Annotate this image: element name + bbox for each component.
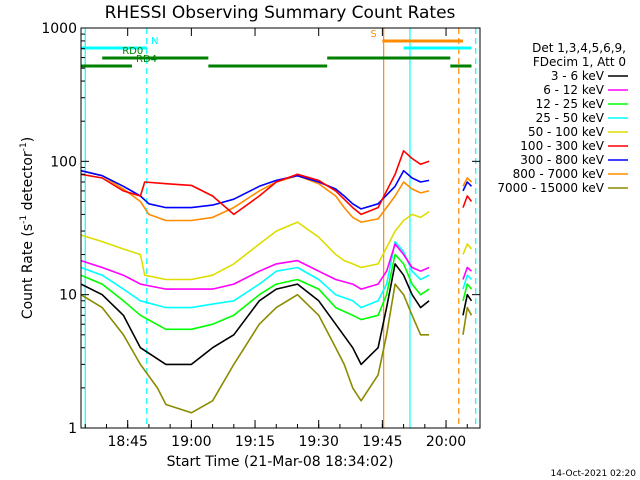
legend-label-50-100-kev: 50 - 100 keV [528, 125, 605, 139]
y-axis-label-main: Count Rate (s [20, 224, 36, 319]
series-line-6-12-kev-seg1 [81, 243, 430, 290]
legend-label-3-6-kev: 3 - 6 keV [551, 69, 605, 83]
series-line-12-25-kev-seg2 [462, 283, 473, 301]
series-line-25-50-kev-seg1 [81, 240, 430, 309]
legend-label-300-800-kev: 300 - 800 keV [520, 153, 604, 167]
x-tick-label-4: 19:30 [299, 434, 339, 450]
series-line-6-12-kev-seg2 [462, 266, 473, 280]
legend: Det 1,3,4,5,6,9, FDecim 1, Att 0 3 - 6 k… [497, 41, 628, 195]
legend-label-12-25-kev: 12 - 25 keV [536, 97, 605, 111]
y-tick-label-3: 100 [50, 154, 77, 170]
flag-label-n: N [151, 36, 158, 47]
legend-label-6-12-kev: 6 - 12 keV [543, 83, 605, 97]
series-line-100-300-kev-seg2 [462, 195, 473, 208]
chart-title: RHESSI Observing Summary Count Rates [105, 3, 456, 23]
series-line-7000-15000-kev-seg1 [81, 283, 430, 414]
flag-label-rd4: RD4 [136, 54, 157, 65]
series-line-800-7000-kev-seg2 [462, 177, 473, 187]
plot-frame [80, 27, 481, 429]
legend-label-7000-15000-kev: 7000 - 15000 keV [497, 181, 604, 195]
axes: 18:45 19:00 19:15 19:30 19:45 20:00 1 10 100 1000 [41, 21, 480, 450]
y-axis-label-mid: detector [20, 151, 36, 215]
flag-label-s: S [370, 29, 376, 40]
x-tick-label-1: 18:45 [108, 434, 148, 450]
generation-timestamp: 14-Oct-2021 02:20 [551, 469, 637, 479]
y-axis-label-sup1: -1 [19, 215, 29, 224]
series-line-7000-15000-kev-seg2 [462, 306, 473, 335]
legend-label-100-300-kev: 100 - 300 keV [520, 139, 604, 153]
series-line-3-6-kev-seg1 [81, 263, 430, 366]
x-axis-label: Start Time (21-Mar-08 18:34:02) [167, 454, 394, 470]
flag-label-rd0: RD0 [122, 46, 143, 57]
y-axis-label-sup2: -1 [19, 142, 29, 151]
series-line-300-800-kev-seg2 [462, 181, 473, 192]
y-axis-label: Count Rate (s-1 detector-1) [19, 137, 36, 319]
series-line-50-100-kev-seg1 [81, 210, 430, 281]
x-tick-label-2: 19:00 [171, 434, 211, 450]
legend-header-1: Det 1,3,4,5,6,9, [532, 41, 626, 55]
series-line-300-800-kev-seg1 [81, 169, 430, 210]
series-line-100-300-kev-seg1 [81, 150, 430, 216]
x-tick-label-3: 19:15 [235, 434, 275, 450]
legend-header-2: FDecim 1, Att 0 [533, 55, 626, 69]
y-tick-label-2: 10 [59, 288, 77, 304]
series-line-12-25-kev-seg1 [81, 253, 430, 331]
y-tick-label-1: 1 [68, 421, 77, 437]
y-tick-label-4: 1000 [41, 21, 77, 37]
series-line-25-50-kev-seg2 [462, 274, 473, 290]
legend-label-25-50-kev: 25 - 50 keV [536, 111, 605, 125]
x-tick-label-5: 19:45 [362, 434, 402, 450]
series-line-800-7000-kev-seg1 [81, 169, 430, 223]
x-tick-label-6: 20:00 [426, 434, 466, 450]
y-axis-label-end: ) [20, 137, 36, 142]
series-line-50-100-kev-seg2 [462, 243, 473, 255]
series-line-3-6-kev-seg2 [462, 293, 473, 316]
legend-label-800-7000-kev: 800 - 7000 keV [513, 167, 605, 181]
